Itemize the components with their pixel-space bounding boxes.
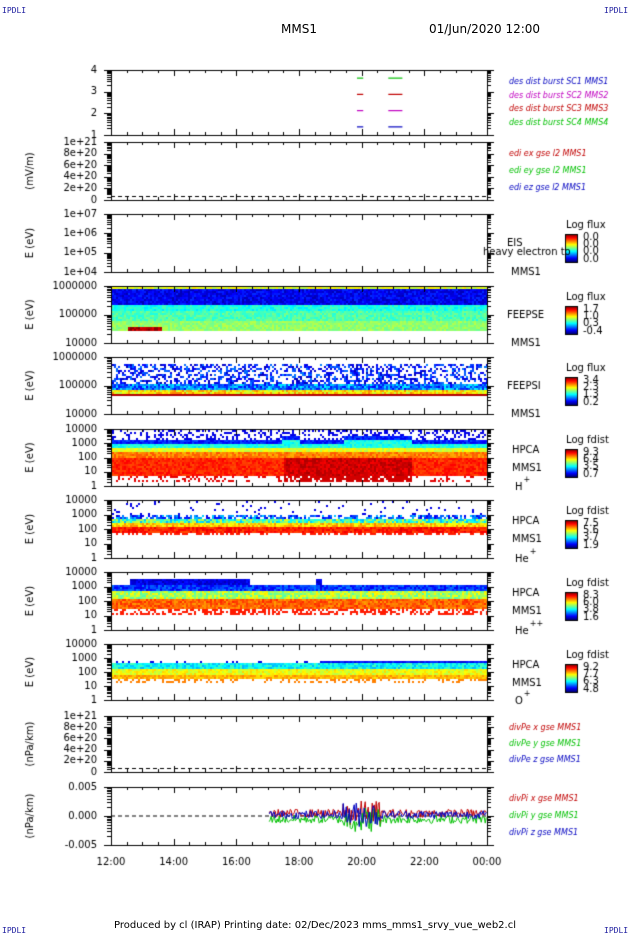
corner-label-bottom-left: IPDLI — [2, 926, 27, 935]
corner-label-top-right: IPDLI — [604, 6, 629, 15]
corner-label-top-left: IPDLI — [2, 6, 27, 15]
footer-credits: Produced by cl (IRAP) Printing date: 02/… — [114, 920, 516, 931]
header-datetime: 01/Jun/2020 12:00 — [429, 22, 541, 36]
header-spacecraft: MMS1 — [281, 22, 317, 36]
corner-label-bottom-right: IPDLI — [604, 926, 629, 935]
